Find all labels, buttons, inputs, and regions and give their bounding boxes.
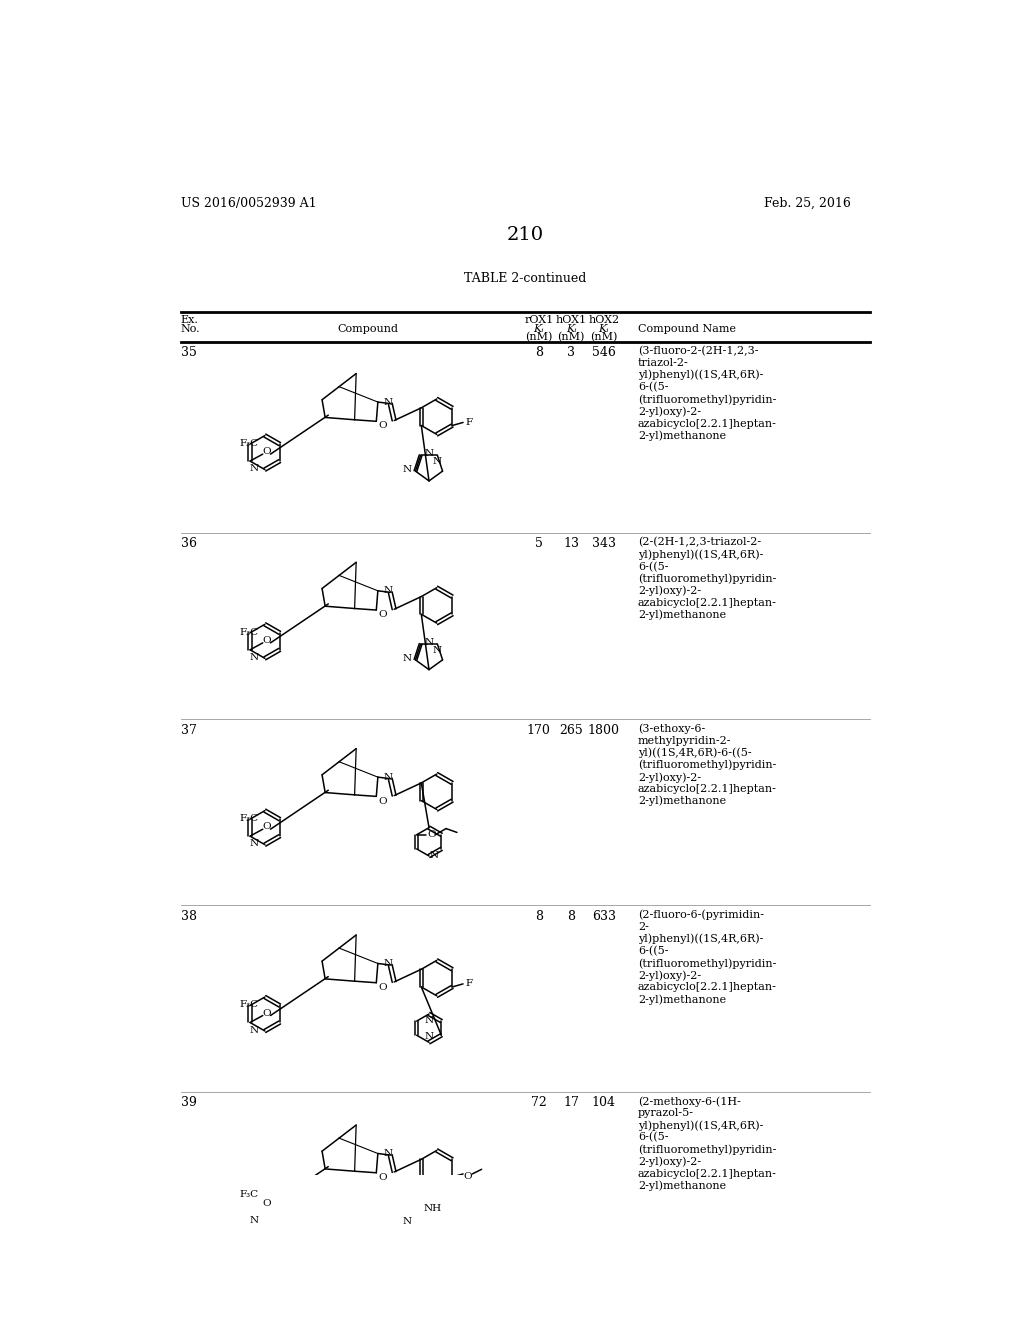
Text: 265: 265 — [559, 723, 584, 737]
Text: F₃C: F₃C — [240, 814, 259, 822]
Text: (nM): (nM) — [558, 333, 585, 343]
Text: 17: 17 — [563, 1096, 580, 1109]
Text: (3-fluoro-2-(2H-1,2,3-
triazol-2-
yl)phenyl)((1S,4R,6R)-
6-((5-
(trifluoromethyl: (3-fluoro-2-(2H-1,2,3- triazol-2- yl)phe… — [638, 346, 777, 441]
Text: (2-(2H-1,2,3-triazol-2-
yl)phenyl)((1S,4R,6R)-
6-((5-
(trifluoromethyl)pyridin-
: (2-(2H-1,2,3-triazol-2- yl)phenyl)((1S,4… — [638, 537, 777, 620]
Text: N: N — [383, 772, 392, 781]
Text: 1800: 1800 — [588, 723, 620, 737]
Text: N: N — [402, 653, 412, 663]
Text: N: N — [383, 960, 392, 968]
Text: N: N — [250, 840, 259, 849]
Text: 5: 5 — [535, 537, 543, 550]
Text: 36: 36 — [180, 537, 197, 550]
Text: N: N — [402, 465, 412, 474]
Text: N: N — [250, 465, 259, 474]
Text: TABLE 2-continued: TABLE 2-continued — [464, 272, 586, 285]
Text: 210: 210 — [506, 226, 544, 244]
Text: Kᵢ: Kᵢ — [599, 323, 609, 334]
Text: N: N — [425, 638, 433, 647]
Text: 633: 633 — [592, 909, 615, 923]
Text: 546: 546 — [592, 346, 615, 359]
Text: N: N — [424, 1032, 433, 1040]
Text: 35: 35 — [180, 346, 197, 359]
Text: Compound Name: Compound Name — [638, 323, 736, 334]
Text: 8: 8 — [535, 909, 543, 923]
Text: (nM): (nM) — [590, 333, 617, 343]
Text: N: N — [402, 1217, 412, 1225]
Text: N: N — [383, 586, 392, 595]
Text: NH: NH — [424, 1204, 441, 1213]
Text: N: N — [424, 1015, 433, 1024]
Text: N: N — [383, 397, 392, 407]
Text: O: O — [378, 796, 387, 805]
Text: O: O — [378, 421, 387, 430]
Text: Feb. 25, 2016: Feb. 25, 2016 — [764, 197, 850, 210]
Text: N: N — [429, 851, 438, 861]
Text: 13: 13 — [563, 537, 580, 550]
Text: F: F — [466, 979, 473, 989]
Text: 37: 37 — [180, 723, 197, 737]
Text: O: O — [262, 1199, 271, 1208]
Text: O: O — [262, 822, 271, 832]
Text: O: O — [262, 447, 271, 457]
Text: hOX2: hOX2 — [588, 315, 620, 326]
Text: N: N — [250, 653, 259, 663]
Text: hOX1: hOX1 — [556, 315, 587, 326]
Text: N: N — [425, 449, 433, 458]
Text: Ex.: Ex. — [180, 315, 199, 326]
Text: O: O — [378, 983, 387, 991]
Text: N: N — [433, 457, 442, 466]
Text: 38: 38 — [180, 909, 197, 923]
Text: No.: No. — [180, 323, 201, 334]
Text: Kᵢ: Kᵢ — [534, 323, 544, 334]
Text: 39: 39 — [180, 1096, 197, 1109]
Text: N: N — [250, 1026, 259, 1035]
Text: F₃C: F₃C — [240, 1191, 259, 1200]
Text: rOX1: rOX1 — [524, 315, 553, 326]
Text: (2-fluoro-6-(pyrimidin-
2-
yl)phenyl)((1S,4R,6R)-
6-((5-
(trifluoromethyl)pyridi: (2-fluoro-6-(pyrimidin- 2- yl)phenyl)((1… — [638, 909, 777, 1005]
Text: F₃C: F₃C — [240, 1001, 259, 1010]
Text: 343: 343 — [592, 537, 615, 550]
Text: N: N — [250, 1216, 259, 1225]
Text: 8: 8 — [535, 346, 543, 359]
Text: O: O — [262, 1008, 271, 1018]
Text: 170: 170 — [526, 723, 551, 737]
Text: O: O — [262, 636, 271, 645]
Text: (nM): (nM) — [525, 333, 552, 343]
Text: F: F — [466, 418, 473, 426]
Text: O: O — [464, 1172, 472, 1180]
Text: US 2016/0052939 A1: US 2016/0052939 A1 — [180, 197, 316, 210]
Text: O: O — [427, 830, 435, 840]
Text: 8: 8 — [567, 909, 575, 923]
Text: 3: 3 — [567, 346, 575, 359]
Text: O: O — [378, 1173, 387, 1181]
Text: (3-ethoxy-6-
methylpyridin-2-
yl)((1S,4R,6R)-6-((5-
(trifluoromethyl)pyridin-
2-: (3-ethoxy-6- methylpyridin-2- yl)((1S,4R… — [638, 723, 777, 807]
Text: 104: 104 — [592, 1096, 615, 1109]
Text: (2-methoxy-6-(1H-
pyrazol-5-
yl)phenyl)((1S,4R,6R)-
6-((5-
(trifluoromethyl)pyri: (2-methoxy-6-(1H- pyrazol-5- yl)phenyl)(… — [638, 1096, 777, 1191]
Text: F₃C: F₃C — [240, 438, 259, 447]
Text: N: N — [433, 645, 442, 655]
Text: O: O — [378, 610, 387, 619]
Text: N: N — [383, 1148, 392, 1158]
Text: Compound: Compound — [338, 323, 398, 334]
Text: Kᵢ: Kᵢ — [566, 323, 577, 334]
Text: F₃C: F₃C — [240, 627, 259, 636]
Text: 72: 72 — [530, 1096, 547, 1109]
